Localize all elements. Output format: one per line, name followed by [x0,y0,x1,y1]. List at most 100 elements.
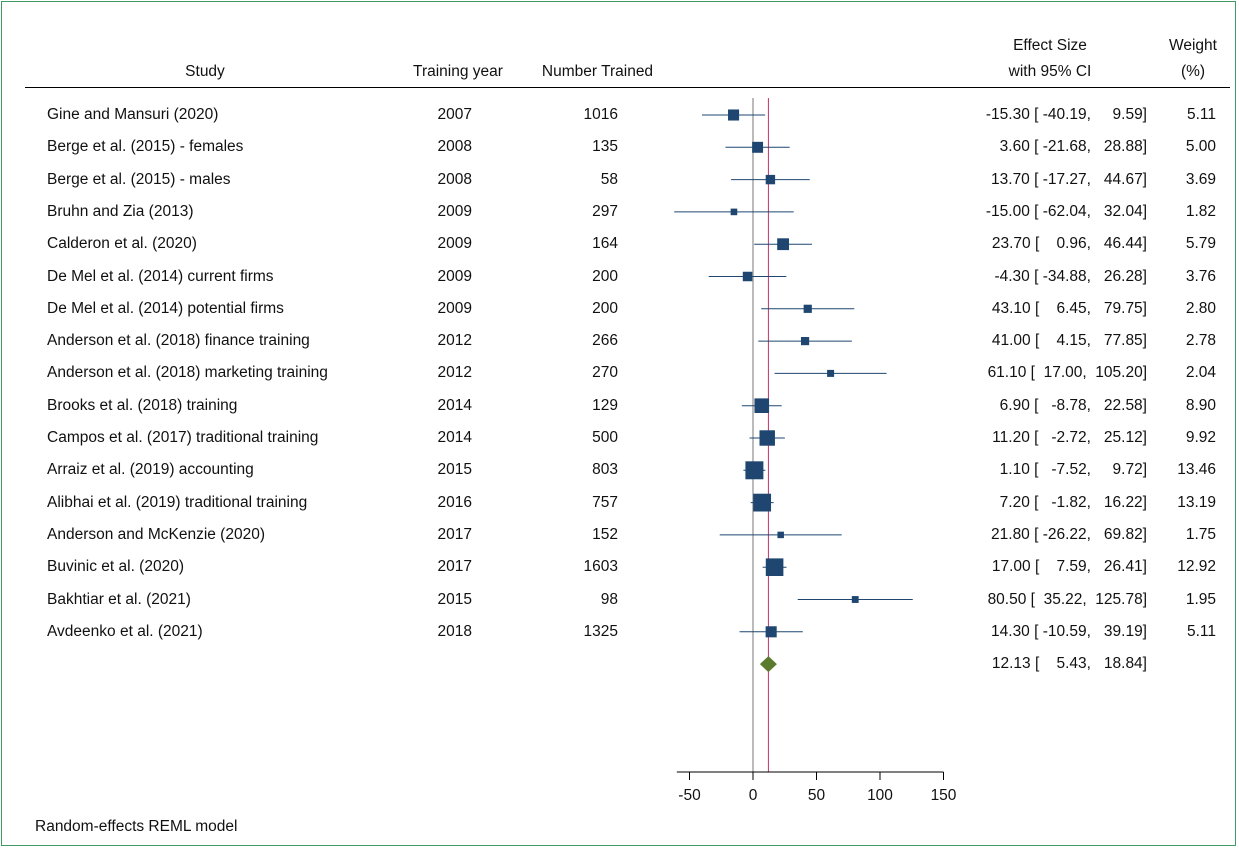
effect-size-ci: 43.10 [ 6.45, 79.75] [991,299,1147,317]
training-year: 2014 [437,429,472,446]
study-name: De Mel et al. (2014) current firms [47,267,274,285]
weight-percent: 2.80 [1185,299,1216,317]
header-training-year: Training year [413,63,503,80]
number-trained: 129 [592,396,618,414]
header-effect-size: Effect Size [1013,37,1087,54]
number-trained: 164 [592,235,618,253]
effect-size-ci: 21.80 [ -26.22, 69.82] [991,525,1147,543]
effect-size-ci: 1.10 [ -7.52, 9.72] [999,461,1147,479]
study-name: Anderson et al. (2018) marketing trainin… [47,364,328,382]
effect-marker [777,531,784,539]
study-name: Avdeenko et al. (2021) [47,622,203,640]
weight-percent: 5.11 [1186,622,1216,640]
effect-marker [742,271,753,282]
effect-size-ci: 80.50 [ 35.22, 125.78] [987,590,1147,608]
effect-size-ci: -15.00 [ -62.04, 32.04] [985,202,1147,220]
x-tick-label: 100 [867,787,893,804]
weight-percent: 12.92 [1177,558,1216,576]
effect-size-ci: -4.30 [ -34.88, 26.28] [994,267,1147,285]
training-year: 2015 [437,590,472,608]
effect-size-ci: 61.10 [ 17.00, 105.20] [987,364,1147,382]
study-name: Berge et al. (2015) - females [47,138,244,156]
number-trained: 200 [592,267,618,285]
number-trained: 58 [600,170,618,188]
weight-percent: 9.92 [1185,429,1216,446]
number-trained: 200 [592,299,618,317]
number-trained: 135 [592,138,618,156]
header-weight-unit: (%) [1180,63,1206,80]
effect-size-ci: -15.30 [ -40.19, 9.59] [985,106,1147,123]
model-note: Random-effects REML model [35,818,238,835]
training-year: 2008 [437,170,472,188]
effect-marker [777,238,789,251]
training-year: 2014 [437,396,472,414]
training-year: 2009 [437,235,472,253]
training-year: 2009 [437,202,472,220]
effect-size-ci: 23.70 [ 0.96, 46.44] [991,235,1147,253]
weight-percent: 13.19 [1177,493,1216,511]
effect-marker [753,493,772,512]
effect-marker [851,596,859,603]
study-name: Calderon et al. (2020) [47,235,197,253]
pooled-effect-ci: 12.13 [ 5.43, 18.84] [991,655,1147,673]
effect-marker [745,461,764,480]
weight-percent: 1.82 [1185,202,1216,220]
x-tick-label: 150 [931,787,957,804]
weight-percent: 2.04 [1185,364,1216,382]
study-name: Alibhai et al. (2019) traditional traini… [47,493,308,511]
x-tick-label: 50 [808,787,826,804]
effect-marker [730,208,738,216]
weight-percent: 5.00 [1185,138,1216,156]
header-rule [25,87,1230,88]
study-name: Anderson and McKenzie (2020) [47,525,265,543]
study-name: Campos et al. (2017) traditional trainin… [47,429,319,446]
study-name: Anderson et al. (2018) finance training [47,332,310,350]
number-trained: 803 [592,461,618,479]
weight-percent: 13.46 [1177,461,1216,479]
number-trained: 98 [600,590,618,608]
effect-size-ci: 11.20 [ -2.72, 25.12] [992,429,1147,446]
study-name: Buvinic et al. (2020) [47,558,184,576]
effect-marker [752,141,764,153]
number-trained: 152 [592,525,618,543]
training-year: 2012 [437,332,472,350]
training-year: 2012 [437,364,472,382]
effect-marker [759,430,775,446]
effect-marker [803,304,812,313]
header-ci: with 95% CI [1008,63,1092,80]
pooled-diamond [759,656,777,673]
effect-size-ci: 14.30 [ -10.59, 39.19] [991,622,1147,640]
weight-percent: 1.95 [1185,590,1216,608]
x-tick-label: 0 [749,787,758,804]
number-trained: 266 [592,332,618,350]
training-year: 2009 [437,299,472,317]
effect-size-ci: 7.20 [ -1.82, 16.22] [999,493,1147,511]
effect-marker [765,626,777,638]
training-year: 2008 [437,138,472,156]
number-trained: 500 [592,429,618,446]
weight-percent: 2.78 [1185,332,1216,350]
study-name: Brooks et al. (2018) training [47,396,238,414]
training-year: 2007 [437,106,472,123]
effect-size-ci: 17.00 [ 7.59, 26.41] [991,558,1147,576]
number-trained: 297 [592,202,618,220]
effect-marker [728,109,740,121]
weight-percent: 3.69 [1185,170,1216,188]
study-name: Berge et al. (2015) - males [47,170,231,188]
training-year: 2015 [437,461,472,479]
training-year: 2017 [437,558,472,576]
effect-marker [765,558,784,577]
x-tick-label: -50 [678,787,701,804]
study-name: Arraiz et al. (2019) accounting [47,461,254,479]
header-weight: Weight [1169,37,1217,54]
study-name: De Mel et al. (2014) potential firms [47,299,284,317]
effect-marker [765,174,776,185]
weight-percent: 5.11 [1186,106,1216,123]
header-number-trained: Number Trained [541,63,654,80]
number-trained: 1325 [583,622,618,640]
effect-marker [827,369,835,377]
header-study: Study [185,63,225,80]
effect-size-ci: 6.90 [ -8.78, 22.58] [999,396,1147,414]
